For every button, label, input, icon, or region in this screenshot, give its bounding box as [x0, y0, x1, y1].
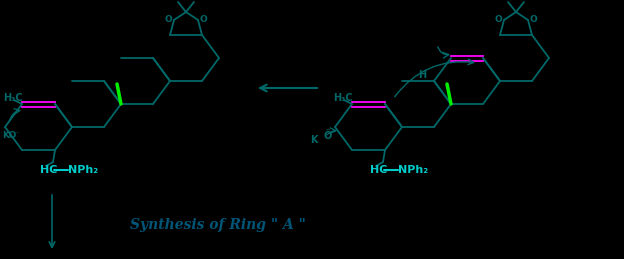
Text: Ö: Ö [323, 131, 331, 141]
Text: O: O [200, 16, 208, 25]
Text: Synthesis of Ring " A ": Synthesis of Ring " A " [130, 218, 306, 232]
Text: H₃C: H₃C [333, 93, 353, 103]
Text: NPh₂: NPh₂ [68, 165, 98, 175]
Text: HC: HC [370, 165, 388, 175]
Text: H₃C: H₃C [3, 93, 22, 103]
Text: KO: KO [2, 132, 16, 140]
Text: NPh₂: NPh₂ [398, 165, 428, 175]
Text: H: H [418, 70, 426, 80]
Text: HC: HC [40, 165, 57, 175]
Text: ⁺: ⁺ [331, 128, 336, 138]
Text: O: O [164, 16, 172, 25]
Text: ⁻: ⁻ [14, 130, 18, 139]
Text: O: O [530, 16, 538, 25]
Text: K: K [310, 135, 318, 145]
Text: O: O [494, 16, 502, 25]
